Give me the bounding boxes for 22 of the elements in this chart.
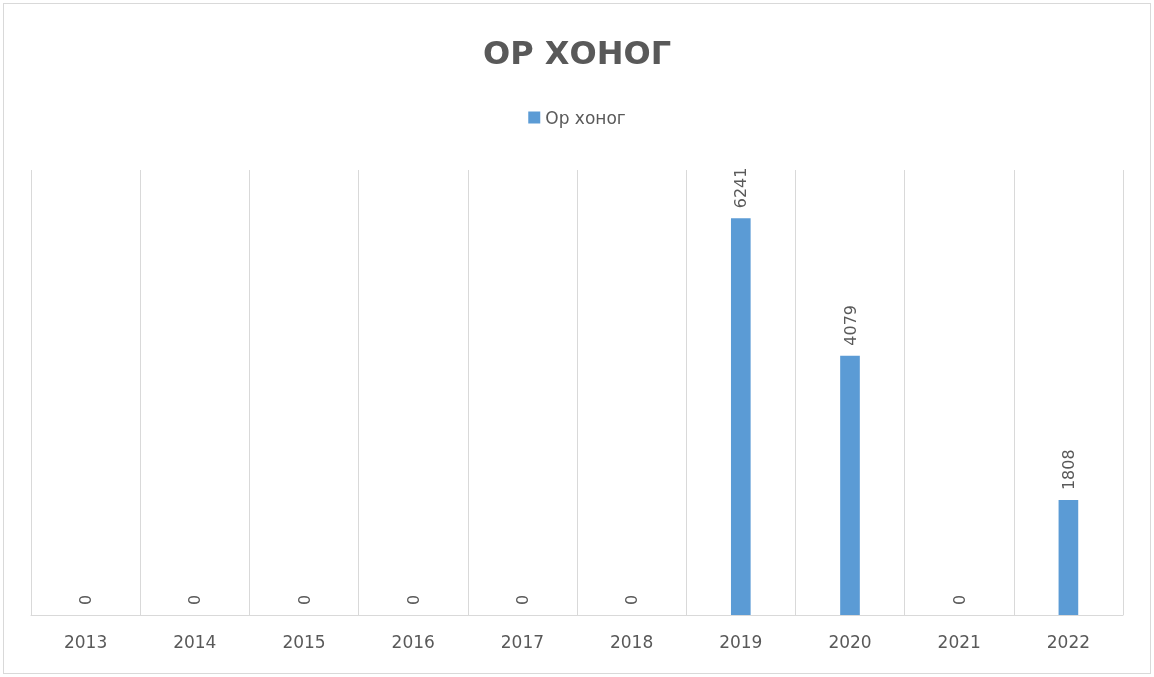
data-label: 0 bbox=[949, 594, 969, 605]
x-tick-label: 2018 bbox=[609, 631, 654, 652]
data-label: 6241 bbox=[731, 167, 751, 209]
x-tick-label: 2021 bbox=[937, 631, 981, 652]
x-tick-label: 2014 bbox=[173, 631, 217, 652]
x-tick-label: 2019 bbox=[719, 631, 763, 652]
data-label: 0 bbox=[76, 594, 96, 605]
data-label: 1808 bbox=[1058, 449, 1078, 491]
x-tick-label: 2020 bbox=[828, 631, 872, 652]
data-label: 0 bbox=[185, 594, 205, 605]
data-label: 0 bbox=[622, 594, 642, 605]
x-tick-label: 2016 bbox=[391, 631, 435, 652]
data-label: 4079 bbox=[840, 304, 860, 346]
x-tick-label: 2015 bbox=[282, 631, 326, 652]
x-tick-label: 2022 bbox=[1046, 631, 1091, 652]
chart-title: ОР ХОНОГ bbox=[482, 34, 672, 72]
data-label: 0 bbox=[512, 594, 532, 605]
data-label: 0 bbox=[294, 594, 314, 605]
legend-label: Ор хоног bbox=[545, 107, 626, 128]
x-tick-label: 2017 bbox=[500, 631, 545, 652]
x-tick-label: 2013 bbox=[63, 631, 108, 652]
data-label: 0 bbox=[403, 594, 423, 605]
